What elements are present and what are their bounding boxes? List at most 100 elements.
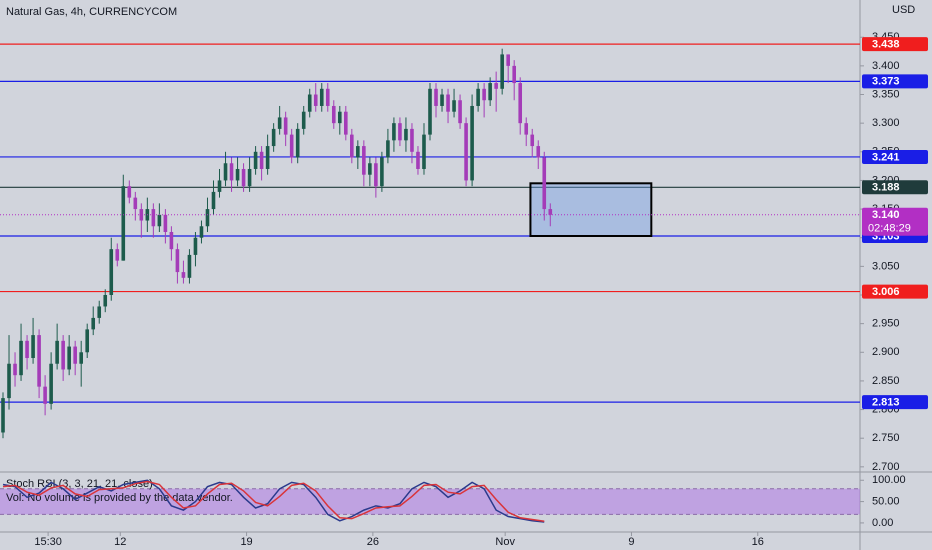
level-label: 3.006 (872, 286, 900, 298)
level-label: 2.813 (872, 397, 900, 409)
candle-body (518, 83, 523, 124)
indicator-title: Stoch RSI (3, 3, 21, 21, close) (6, 478, 153, 490)
candle-body (488, 83, 492, 101)
candle-body (452, 100, 456, 112)
candle-body (223, 163, 228, 181)
candle-body (259, 151, 264, 169)
y-tick-label: 2.700 (872, 461, 900, 473)
candle-body (13, 363, 17, 376)
candle-body (428, 88, 432, 135)
candle-body (470, 105, 474, 181)
chart-title: Natural Gas, 4h, CURRENCYCOM (6, 6, 177, 18)
candle-body (91, 317, 96, 330)
y-tick-label: 3.300 (872, 117, 900, 129)
candle-body (392, 123, 396, 141)
candle-body (416, 151, 420, 169)
candle-body (43, 386, 47, 404)
x-tick-label: 9 (628, 536, 634, 548)
candle-body (133, 197, 138, 210)
candle-body (211, 191, 216, 210)
y-tick-label: 3.050 (872, 260, 900, 272)
candle-body (512, 65, 516, 84)
stoch-line (2, 480, 545, 522)
candle-body (434, 88, 438, 106)
level-label-box (862, 180, 928, 195)
candle-body (374, 163, 378, 187)
candle-body (193, 237, 198, 255)
candle-body (241, 168, 246, 187)
level-label-box (862, 74, 928, 89)
candle-body (536, 146, 541, 158)
candle-body (542, 157, 547, 210)
candle-body (325, 88, 330, 106)
x-tick-label: 26 (367, 536, 379, 548)
candle-body (464, 123, 468, 181)
stoch-line (2, 479, 545, 523)
last-price-box (862, 207, 928, 236)
candle-body (97, 306, 102, 318)
candle-body (307, 94, 312, 112)
candle-body (265, 146, 270, 169)
candle-body (187, 254, 192, 278)
candle-body (217, 180, 222, 192)
candle-body (73, 346, 77, 364)
candle-body (301, 111, 306, 129)
indicator-y-tick-label: 0.00 (872, 517, 893, 529)
candle-body (235, 168, 240, 181)
candle-body (380, 157, 384, 187)
candle-body (103, 295, 108, 307)
candle-body (398, 123, 402, 141)
candle-body (181, 272, 186, 278)
y-tick-label: 2.750 (872, 432, 900, 444)
candle-body (1, 398, 5, 433)
candle-body (253, 151, 258, 169)
candle-body (289, 134, 294, 158)
candle-body (169, 231, 174, 250)
candle-body (163, 214, 168, 232)
candle-body (331, 105, 336, 124)
y-tick-label: 2.950 (872, 318, 900, 330)
candle-body (157, 214, 162, 227)
candle-body (109, 249, 114, 295)
level-label-box (862, 395, 928, 410)
indicator-y-tick-label: 100.00 (872, 474, 906, 486)
candle-body (115, 249, 120, 261)
candle-body (440, 94, 444, 106)
candle-body (79, 352, 83, 364)
level-label-box (862, 149, 928, 164)
candle-body (31, 335, 35, 359)
candle-body (247, 168, 252, 187)
x-tick-label: Nov (495, 536, 515, 548)
candle-body (283, 117, 288, 135)
y-tick-label: 3.400 (872, 60, 900, 72)
candle-body (151, 209, 156, 227)
candle-body (494, 83, 498, 89)
indicator-y-tick-label: 50.00 (872, 495, 900, 507)
countdown-label: 02:48:29 (868, 223, 911, 235)
candle-body (530, 134, 535, 147)
candle-body (25, 340, 29, 359)
candle-body (7, 363, 11, 399)
y-tick-label: 2.850 (872, 375, 900, 387)
candle-body (548, 209, 553, 215)
level-label: 3.241 (872, 151, 900, 163)
candle-body (506, 54, 510, 66)
candle-body (386, 140, 390, 158)
candle-body (410, 128, 414, 152)
candle-body (61, 340, 65, 370)
candle-body (67, 346, 71, 370)
candle-body (121, 186, 126, 261)
candle-body (85, 329, 90, 353)
candle-body (356, 146, 360, 158)
candle-body (319, 88, 324, 106)
candle-body (446, 94, 450, 112)
candle-body (49, 363, 53, 404)
x-tick-label: 16 (752, 536, 764, 548)
candle-body (199, 226, 204, 238)
candle-body (337, 111, 342, 124)
candle-body (271, 128, 276, 147)
candle-body (500, 54, 504, 89)
x-tick-label: 19 (240, 536, 252, 548)
